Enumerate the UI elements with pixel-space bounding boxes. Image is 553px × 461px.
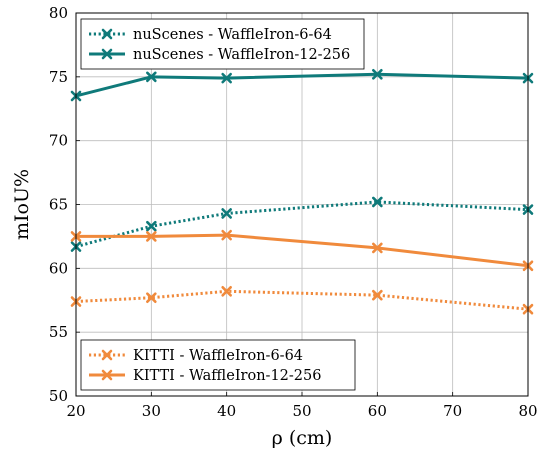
legend-label: nuScenes - WaffleIron-6-64: [133, 27, 332, 43]
tick-labels: 20 30 40 50 60 70 80 50 55 60 65 70 75 80: [49, 4, 538, 420]
y-tick-label: 80: [49, 4, 68, 22]
data-point: [372, 196, 383, 208]
grid: [75, 12, 529, 397]
legend-marker: [101, 369, 113, 381]
legend-label: nuScenes - WaffleIron-12-256: [133, 47, 350, 63]
x-axis-label: ρ (cm): [272, 427, 333, 449]
series-line: [75, 289, 529, 311]
x-tick-label: 60: [368, 402, 387, 420]
data-point: [221, 229, 232, 241]
data-point: [221, 286, 232, 297]
y-tick-label: 65: [49, 196, 68, 214]
data-point: [221, 208, 232, 219]
x-tick-label: 20: [66, 402, 85, 420]
legend-marker: [101, 28, 113, 40]
legend-marker: [101, 48, 113, 60]
legend-bottom-left: KITTI - WaffleIron-6-64 KITTI - WaffleIro…: [80, 339, 356, 391]
series-layer: [70, 68, 534, 315]
legend-top-left: nuScenes - WaffleIron-6-64 nuScenes - Waf…: [80, 18, 365, 70]
x-tick-label: 70: [443, 402, 462, 420]
data-point: [372, 289, 383, 301]
y-tick-label: 55: [49, 323, 68, 341]
legend-label: KITTI - WaffleIron-12-256: [133, 368, 321, 384]
data-point: [372, 68, 383, 80]
data-point: [146, 220, 157, 232]
data-point: [146, 292, 157, 303]
y-tick-label: 75: [49, 68, 68, 86]
data-point: [221, 72, 232, 84]
legend-label: KITTI - WaffleIron-6-64: [133, 348, 303, 364]
x-tick-label: 80: [518, 402, 537, 420]
y-tick-label: 60: [49, 259, 68, 277]
legend-box: [80, 18, 365, 70]
y-axis-label: mIoU%: [11, 169, 33, 240]
legend-box: [80, 339, 356, 391]
y-tick-label: 70: [49, 132, 68, 150]
series-0: [70, 196, 534, 252]
data-point: [146, 231, 157, 242]
y-tick-label: 50: [49, 387, 68, 405]
x-tick-label: 40: [217, 402, 236, 420]
x-tick-label: 50: [292, 402, 311, 420]
legend-marker: [101, 349, 113, 361]
data-point: [372, 242, 383, 254]
data-point: [146, 71, 157, 83]
x-tick-label: 30: [142, 402, 161, 420]
